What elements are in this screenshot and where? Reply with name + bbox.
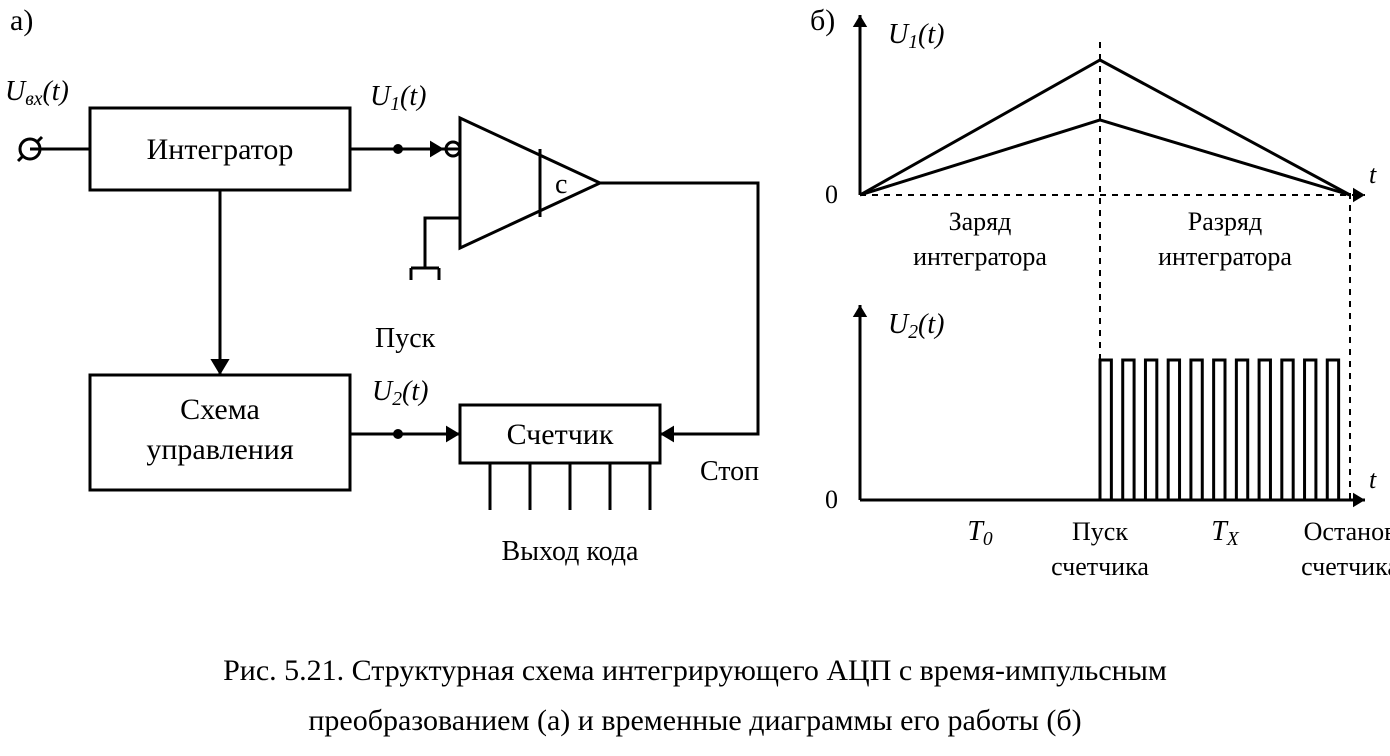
- chart1-ylabel: U1(t): [888, 19, 944, 53]
- integrator-label: Интегратор: [147, 133, 294, 166]
- u-in-label: Uвх(t): [5, 76, 69, 110]
- start-label: Пуск: [375, 323, 436, 354]
- svg-text:Разряд: Разряд: [1188, 207, 1262, 236]
- chart2-ylabel: U2(t): [888, 309, 944, 343]
- panel-a-label: а): [10, 4, 33, 37]
- u2-label: U2(t): [372, 376, 428, 410]
- panel-b-label: б): [810, 4, 835, 37]
- caption-line1: Рис. 5.21. Структурная схема интегрирующ…: [223, 654, 1167, 687]
- svg-text:Заряд: Заряд: [949, 207, 1012, 236]
- svg-text:счетчика: счетчика: [1301, 552, 1390, 581]
- svg-text:с: с: [555, 169, 567, 200]
- caption-line2: преобразованием (a) и временные диаграмм…: [308, 704, 1081, 737]
- svg-text:T0: T0: [967, 516, 993, 550]
- svg-text:управления: управления: [146, 433, 294, 466]
- svg-text:TX: TX: [1211, 516, 1240, 550]
- svg-text:t: t: [1369, 160, 1377, 189]
- svg-text:интегратора: интегратора: [1158, 242, 1292, 271]
- svg-text:интегратора: интегратора: [913, 242, 1047, 271]
- stop-label: Стоп: [700, 456, 759, 487]
- svg-text:Схема: Схема: [180, 393, 260, 426]
- svg-text:0: 0: [825, 485, 838, 514]
- u1-label: U1(t): [370, 81, 426, 115]
- svg-text:счетчика: счетчика: [1051, 552, 1149, 581]
- pulse-train: [860, 360, 1350, 500]
- comparator: [460, 118, 600, 248]
- svg-text:0: 0: [825, 180, 838, 209]
- svg-text:t: t: [1369, 465, 1377, 494]
- output-code-label: Выход кода: [502, 536, 639, 567]
- svg-text:Останов: Останов: [1304, 517, 1390, 546]
- counter-label: Счетчик: [507, 418, 614, 451]
- svg-text:Пуск: Пуск: [1072, 517, 1128, 546]
